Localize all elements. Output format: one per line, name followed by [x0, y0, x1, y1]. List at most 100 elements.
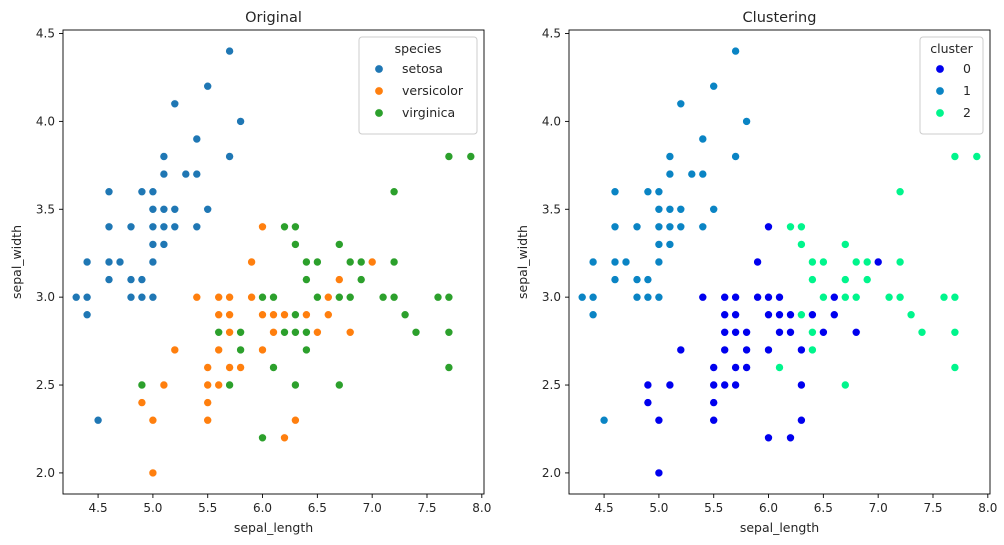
y-axis-label: sepal_width [515, 225, 530, 299]
data-point [137, 380, 147, 390]
data-point [709, 363, 719, 372]
data-point [302, 275, 311, 284]
data-point [137, 398, 147, 407]
data-point [665, 380, 675, 390]
data-point [148, 187, 158, 196]
data-point [345, 327, 355, 337]
data-point [291, 222, 300, 232]
data-point [291, 380, 300, 390]
data-point [731, 363, 740, 372]
data-point [148, 468, 158, 478]
data-point [82, 310, 92, 320]
data-point [104, 187, 114, 196]
data-point [753, 292, 762, 302]
data-point [334, 240, 344, 249]
data-point [720, 292, 730, 302]
data-point [280, 310, 289, 320]
data-point [709, 81, 719, 91]
x-tick-label: 5.0 [143, 501, 162, 515]
data-point [588, 310, 598, 320]
data-point [203, 363, 212, 372]
data-point [676, 99, 686, 109]
data-point [895, 257, 905, 267]
chart-panel-2: 4.5 5.0 5.5 6.0 6.5 7.0 7.5 8.0 2.0 2.5 3.0 3.5 4.0 4… [515, 10, 997, 535]
data-point [159, 240, 169, 249]
data-point [698, 292, 708, 302]
y-tick-label: 4.0 [36, 114, 55, 128]
x-tick-label: 6.0 [253, 501, 272, 515]
y-axis-label: sepal_width [9, 225, 24, 299]
data-point [621, 257, 631, 267]
data-point [236, 327, 245, 337]
chart-panel-1: 4.5 5.0 5.5 6.0 6.5 7.0 7.5 8.0 2.0 2.5 3.0 3.5 4.0 4… [9, 10, 491, 535]
y-tick-label: 4.5 [542, 27, 561, 41]
data-point [258, 222, 267, 232]
data-point [917, 327, 927, 337]
data-point [466, 152, 476, 161]
data-point [280, 433, 289, 443]
data-point [170, 205, 180, 214]
data-point [291, 327, 300, 337]
data-point [269, 292, 278, 302]
data-point [676, 205, 686, 214]
data-point [906, 310, 916, 320]
y-tick-label: 2.5 [36, 378, 55, 392]
data-point [258, 433, 267, 443]
data-point [225, 380, 234, 390]
series-1 [577, 46, 751, 425]
data-point [786, 327, 795, 337]
data-point [444, 152, 454, 161]
x-tick-label: 6.0 [759, 501, 778, 515]
data-point [665, 152, 675, 161]
data-point [159, 169, 169, 179]
legend-marker [935, 86, 945, 96]
legend-box [919, 36, 984, 135]
legend-marker [935, 64, 945, 74]
data-point [225, 310, 234, 320]
data-point [214, 380, 223, 390]
data-point [687, 169, 697, 179]
data-point [950, 327, 960, 337]
data-point [148, 205, 158, 214]
legend-label: 1 [963, 83, 971, 98]
data-point [950, 152, 960, 161]
data-point [709, 205, 719, 214]
data-point [654, 468, 664, 478]
data-point [148, 240, 158, 249]
data-point [203, 398, 212, 407]
x-axis-label: sepal_length [234, 520, 313, 535]
data-point [797, 415, 806, 425]
data-point [808, 257, 817, 267]
data-point [126, 275, 136, 284]
data-point [654, 205, 664, 214]
x-tick-label: 5.5 [198, 501, 217, 515]
data-point [323, 292, 333, 302]
data-point [895, 292, 905, 302]
data-point [654, 415, 664, 425]
data-point [588, 292, 598, 302]
x-tick-label: 7.0 [363, 501, 382, 515]
data-point [775, 363, 784, 372]
data-point [291, 415, 300, 425]
legend-label: 2 [963, 105, 971, 120]
legend: species setosa versicolor virginica [358, 36, 478, 135]
data-point [829, 292, 839, 302]
data-point [291, 310, 300, 320]
series-0 [643, 222, 883, 478]
data-point [225, 46, 234, 56]
data-point [764, 292, 773, 302]
data-point [709, 380, 719, 390]
data-point [731, 380, 740, 390]
data-point [577, 292, 587, 302]
legend-marker [935, 108, 945, 118]
data-point [170, 99, 180, 109]
data-point [225, 327, 234, 337]
data-point [840, 292, 850, 302]
chart-title: Clustering [743, 10, 817, 26]
data-point [676, 345, 686, 355]
data-point [389, 187, 399, 196]
data-point [851, 257, 861, 267]
data-point [170, 345, 180, 355]
data-point [764, 310, 773, 320]
